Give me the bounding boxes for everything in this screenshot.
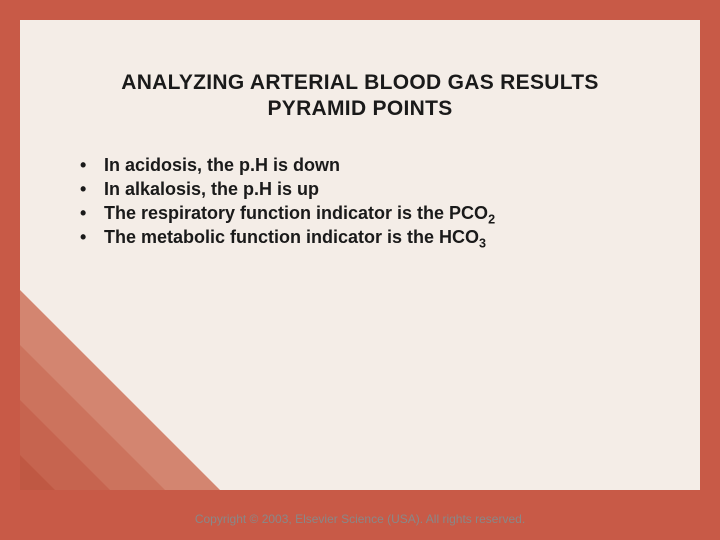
- bullet-text: In alkalosis, the p.H is up: [104, 179, 319, 199]
- bullet-item: The respiratory function indicator is th…: [80, 201, 700, 225]
- bullet-subscript: 3: [479, 237, 486, 251]
- triangle-shape: [20, 250, 260, 490]
- content-panel: ANALYZING ARTERIAL BLOOD GAS RESULTS PYR…: [20, 20, 700, 490]
- bullet-item: In alkalosis, the p.H is up: [80, 177, 700, 201]
- decorative-triangles: [20, 250, 260, 490]
- bullet-text: The respiratory function indicator is th…: [104, 203, 488, 223]
- bullet-text: In acidosis, the p.H is down: [104, 155, 340, 175]
- title-line-1: ANALYZING ARTERIAL BLOOD GAS RESULTS: [121, 71, 599, 94]
- triangle-shape: [20, 415, 95, 490]
- triangle-shape: [20, 305, 205, 490]
- bullet-item: In acidosis, the p.H is down: [80, 153, 700, 177]
- copyright-text: Copyright © 2003, Elsevier Science (USA)…: [0, 512, 720, 526]
- bullet-list: In acidosis, the p.H is down In alkalosi…: [20, 123, 700, 250]
- slide-title: ANALYZING ARTERIAL BLOOD GAS RESULTS PYR…: [20, 20, 700, 123]
- triangle-shape: [20, 360, 150, 490]
- title-line-2: PYRAMID POINTS: [267, 97, 452, 120]
- bullet-text: The metabolic function indicator is the …: [104, 227, 479, 247]
- slide: ANALYZING ARTERIAL BLOOD GAS RESULTS PYR…: [0, 0, 720, 540]
- bullet-item: The metabolic function indicator is the …: [80, 225, 700, 249]
